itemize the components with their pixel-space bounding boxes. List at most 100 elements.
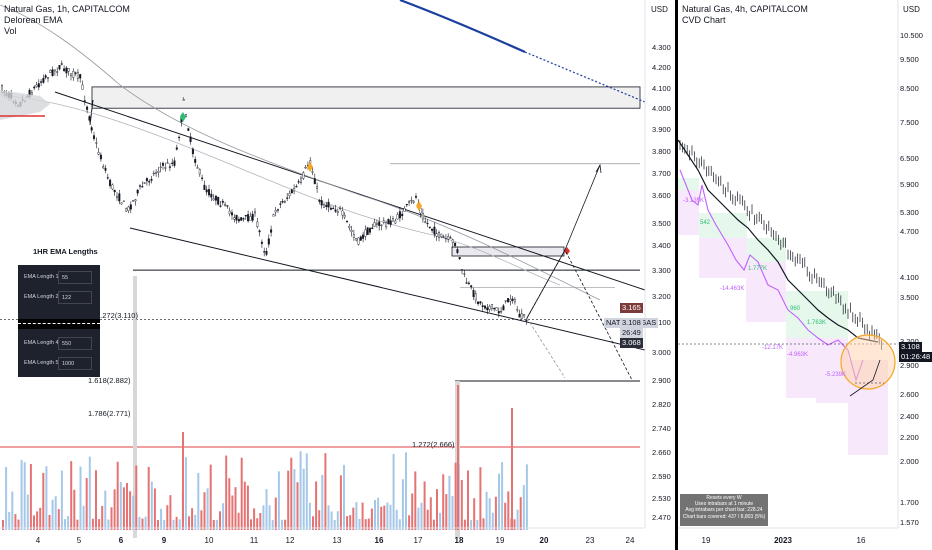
candle-body xyxy=(125,208,128,212)
left-price-chart[interactable] xyxy=(0,0,675,550)
y-tick-label: 2.000 xyxy=(900,457,919,466)
cvd-green-zone xyxy=(699,213,747,239)
ema-table-title: 1HR EMA Lengths xyxy=(33,247,98,256)
volume-bar xyxy=(305,453,308,530)
volume-bar xyxy=(315,481,318,530)
candle-body xyxy=(44,75,47,78)
volume-bar xyxy=(246,485,249,530)
volume-bar xyxy=(392,454,395,530)
indicator-volume[interactable]: Vol xyxy=(4,26,17,36)
candle-body xyxy=(67,68,70,72)
candle-body xyxy=(449,237,452,239)
candle-body xyxy=(148,181,151,183)
candle-body xyxy=(127,206,130,211)
candle-body xyxy=(279,203,282,205)
candle-body xyxy=(283,201,286,203)
candle-body xyxy=(145,178,148,182)
candle-body xyxy=(509,298,512,302)
volume-bar xyxy=(240,457,243,530)
candle-body xyxy=(76,72,79,79)
volume-bar xyxy=(166,505,169,530)
volume-bar xyxy=(60,470,63,530)
ema-value: 1000 xyxy=(58,357,92,370)
volume-bar xyxy=(107,519,110,530)
y-tick-label: 2.590 xyxy=(652,472,671,481)
volume-bar xyxy=(57,509,60,530)
right-price-chart[interactable] xyxy=(678,0,932,550)
candle-body xyxy=(350,230,353,233)
candle-body xyxy=(447,236,450,240)
ema-row: EMA Length 4 550 xyxy=(18,335,100,353)
volume-bar xyxy=(287,470,290,530)
volume-bar xyxy=(519,497,522,530)
pane-divider[interactable] xyxy=(675,0,678,550)
volume-bar xyxy=(470,519,473,530)
candle-body xyxy=(265,251,268,255)
info-line: Resets every W xyxy=(706,495,742,501)
volume-bar xyxy=(5,466,8,530)
volume-bar xyxy=(352,507,355,530)
candle-body xyxy=(86,106,89,110)
volume-bar xyxy=(20,459,23,530)
volume-bar xyxy=(206,488,209,530)
fib-label-4: 1.272(2.666) xyxy=(412,440,455,449)
candle-body xyxy=(484,305,487,309)
volume-bar xyxy=(277,471,280,530)
ema-value: 550 xyxy=(58,337,92,350)
cvd-label: 1.777K xyxy=(748,266,768,272)
ema-value: 122 xyxy=(58,291,92,304)
candle-body xyxy=(267,238,270,245)
candle-body xyxy=(486,307,489,311)
candle-body xyxy=(431,228,434,231)
volume-bar xyxy=(525,464,528,530)
volume-bar xyxy=(243,481,246,530)
x-tick-label: 2023 xyxy=(774,536,792,545)
volume-bar xyxy=(203,492,206,530)
candle-body xyxy=(357,237,360,245)
candle-body xyxy=(173,160,176,166)
candle-body xyxy=(454,242,457,246)
candle-body xyxy=(79,74,82,79)
candle-body xyxy=(470,285,473,288)
candle-body xyxy=(277,209,280,211)
volume-bar xyxy=(454,462,457,530)
volume-bar xyxy=(339,475,342,530)
candle-body xyxy=(352,234,355,238)
candle-body xyxy=(401,213,404,217)
volume-bar xyxy=(513,519,516,530)
volume-bar xyxy=(488,498,491,530)
volume-bar xyxy=(191,508,194,530)
candle-body xyxy=(472,290,475,297)
ema-row: EMA Length 2 122 xyxy=(18,289,100,307)
volume-bar xyxy=(358,518,361,530)
fib-label-3: 1.786(2.771) xyxy=(88,409,131,418)
candle-body xyxy=(256,221,259,228)
candle-body xyxy=(113,189,116,193)
volume-bar xyxy=(153,488,156,530)
y-tick-label: 3.800 xyxy=(652,147,671,156)
indicator-cvd[interactable]: CVD Chart xyxy=(682,15,726,25)
volume-bar xyxy=(141,518,144,530)
candle-body xyxy=(214,195,217,201)
candle-body xyxy=(263,251,266,253)
candle-body xyxy=(511,298,514,301)
candle-body xyxy=(329,207,332,210)
right-countdown-tag: 01:26:48 xyxy=(899,352,932,362)
indicator-delorean-ema[interactable]: Delorean EMA xyxy=(4,15,63,25)
volume-bar xyxy=(29,464,32,530)
y-tick-label: 2.530 xyxy=(652,494,671,503)
volume-bar xyxy=(119,481,122,530)
volume-bar xyxy=(457,385,459,530)
candle-body xyxy=(302,172,305,179)
candle-body xyxy=(253,211,256,214)
left-chart-pane[interactable]: Natural Gas, 1h, CAPITALCOM Delorean EMA… xyxy=(0,0,675,550)
cvd-label: 542 xyxy=(700,220,711,226)
right-chart-pane[interactable]: Natural Gas, 4h, CAPITALCOM CVD Chart US… xyxy=(678,0,932,550)
volume-bar xyxy=(116,461,119,530)
ema-table-separator xyxy=(18,319,100,329)
candle-body xyxy=(507,298,510,303)
candle-body xyxy=(426,222,429,225)
y-tick-label: 2.900 xyxy=(652,376,671,385)
x-tick-label: 16 xyxy=(374,536,384,545)
volume-bar xyxy=(380,506,383,530)
